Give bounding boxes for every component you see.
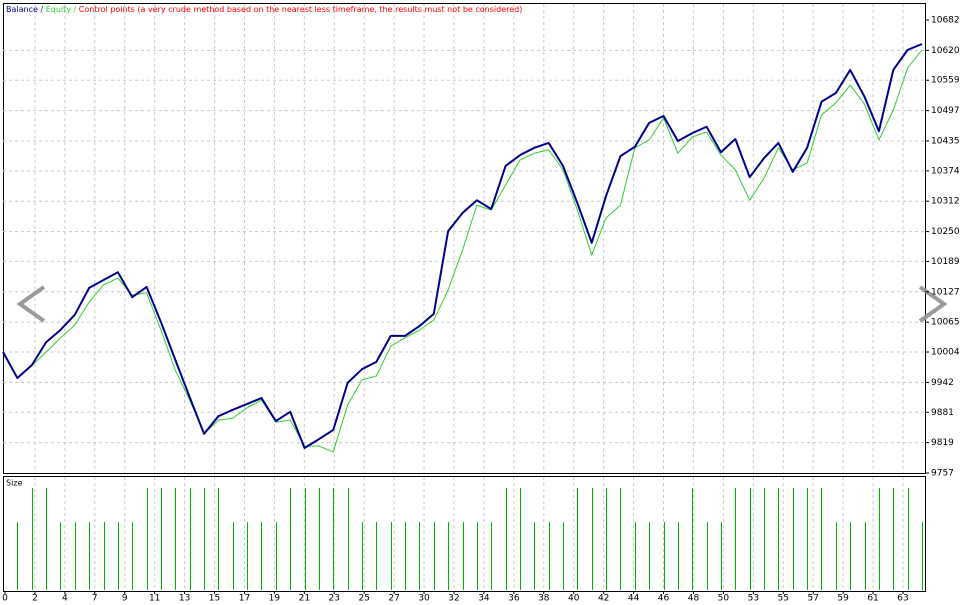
y-tick-label: 10497 xyxy=(931,106,960,116)
x-tick-label: 13 xyxy=(179,594,190,604)
legend-item: Control points (a very crude method base… xyxy=(79,5,523,14)
y-tick-label: 10250 xyxy=(931,227,960,237)
y-tick-label: 10312 xyxy=(931,197,960,207)
legend: Balance / Equity / Control points (a ver… xyxy=(6,5,522,14)
x-tick-label: 59 xyxy=(837,594,849,604)
legend-item: / xyxy=(40,5,43,14)
y-tick-label: 9881 xyxy=(931,408,954,418)
y-tick-label: 10435 xyxy=(931,136,960,146)
x-tick-label: 34 xyxy=(478,594,490,604)
x-tick-label: 11 xyxy=(149,594,160,604)
y-tick-label: 10620 xyxy=(931,46,960,56)
y-tick-label: 10374 xyxy=(931,166,960,176)
y-tick-label: 10065 xyxy=(931,318,960,328)
legend-item: Equity xyxy=(46,5,72,14)
y-tick-label: 10559 xyxy=(931,76,960,86)
size-frame xyxy=(3,476,926,592)
x-tick-label: 21 xyxy=(299,594,310,604)
series-line xyxy=(2,49,923,453)
x-tick-label: 7 xyxy=(92,594,98,604)
main-frame xyxy=(3,3,926,474)
x-tick-label: 9 xyxy=(122,594,128,604)
x-tick-label: 25 xyxy=(358,594,369,604)
x-tick-label: 0 xyxy=(2,594,8,604)
x-tick-label: 50 xyxy=(718,594,730,604)
legend-item: Balance xyxy=(6,5,38,14)
x-tick-label: 57 xyxy=(807,594,818,604)
series-line xyxy=(2,43,923,450)
x-tick-label: 2 xyxy=(32,594,38,604)
y-tick-label: 9819 xyxy=(931,438,954,448)
grid xyxy=(3,4,925,591)
y-tick-label: 10004 xyxy=(931,348,960,358)
y-tick-label: 10682 xyxy=(931,16,960,26)
x-tick-label: 55 xyxy=(778,594,789,604)
next-arrow[interactable] xyxy=(918,285,948,323)
prev-arrow[interactable] xyxy=(16,285,46,323)
x-tick-label: 46 xyxy=(658,594,670,604)
x-tick-label: 15 xyxy=(209,594,220,604)
x-tick-label: 40 xyxy=(568,594,580,604)
y-tick-label: 9942 xyxy=(931,378,954,388)
size-label: Size xyxy=(6,479,23,488)
x-tick-label: 4 xyxy=(62,594,68,604)
x-tick-label: 48 xyxy=(688,594,700,604)
x-tick-label: 42 xyxy=(598,594,609,604)
x-tick-label: 36 xyxy=(508,594,520,604)
y-tick-label: 9757 xyxy=(931,469,954,479)
legend-item: / xyxy=(74,5,77,14)
x-tick-label: 61 xyxy=(867,594,878,604)
x-tick-label: 32 xyxy=(448,594,459,604)
y-tick-label: 10189 xyxy=(931,257,960,267)
x-tick-label: 63 xyxy=(897,594,908,604)
x-tick-label: 30 xyxy=(418,594,430,604)
x-tick-label: 44 xyxy=(628,594,640,604)
x-tick-label: 38 xyxy=(538,594,550,604)
x-tick-label: 19 xyxy=(269,594,281,604)
y-tick-label: 10127 xyxy=(931,287,960,297)
x-tick-label: 27 xyxy=(388,594,399,604)
x-tick-label: 23 xyxy=(329,594,340,604)
x-tick-label: 17 xyxy=(239,594,250,604)
x-tick-label: 53 xyxy=(748,594,759,604)
